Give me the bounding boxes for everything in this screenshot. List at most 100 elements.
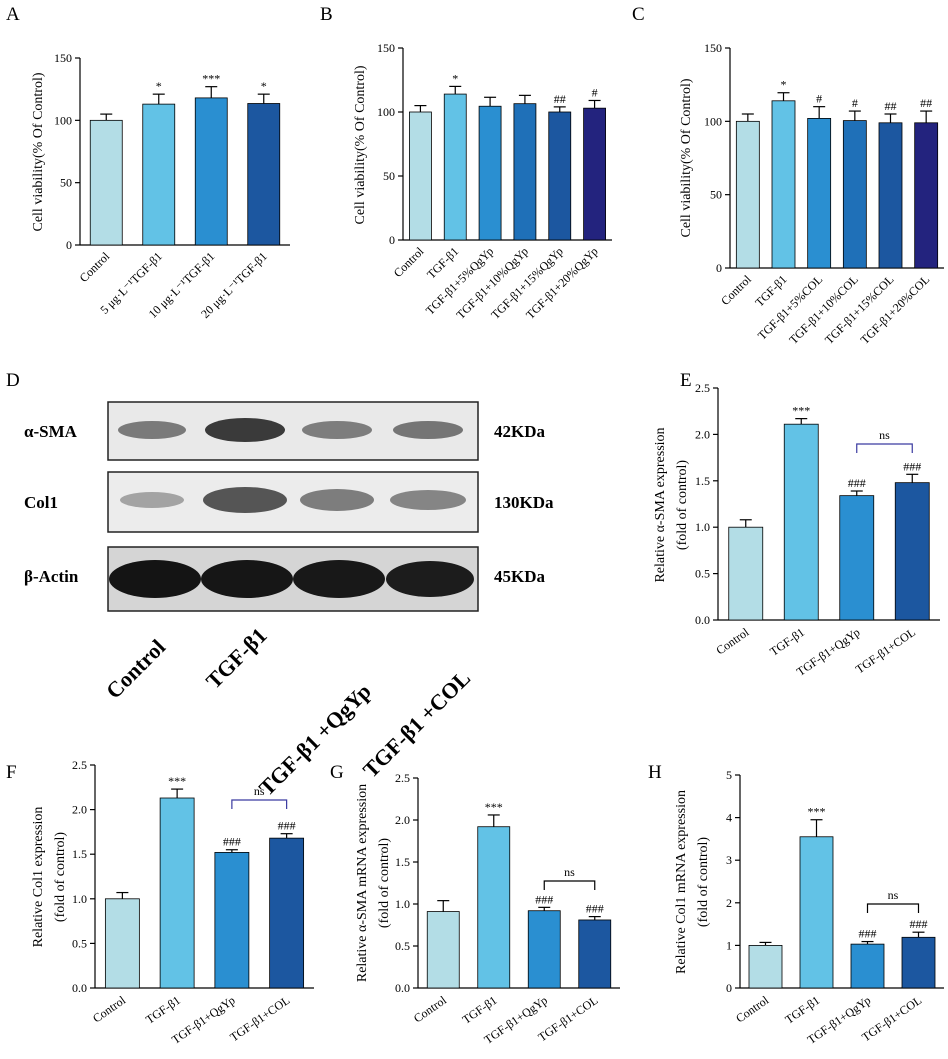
x-tick-label-f-0: Control: [90, 993, 129, 1026]
y-tick-label-f: 2.5: [72, 758, 87, 772]
bar-f-1: [159, 797, 195, 989]
bar-c-3: [842, 120, 867, 269]
y-tick-label-b: 50: [383, 169, 395, 183]
y-axis-label2-e: (fold of control): [675, 460, 690, 551]
y-axis-label-e: Relative α-SMA expression: [653, 427, 668, 582]
y-axis-label-h: Relative Col1 mRNA expression: [674, 790, 689, 974]
y-tick-label-g: 0.0: [395, 981, 410, 995]
sig-label-c-3: #: [852, 96, 858, 110]
x-tick-label-g-0: Control: [411, 993, 450, 1026]
y-axis-label-g: Relative α-SMA mRNA expression: [355, 784, 370, 982]
blot-kda-bactin: 45KDa: [494, 567, 546, 586]
blot-strip-asma: [107, 401, 479, 461]
y-tick-label-h: 0: [726, 981, 732, 995]
x-tick-label-g-1: TGF-β1: [460, 993, 500, 1027]
sig-label-e-3: ###: [903, 459, 921, 473]
y-tick-label-e: 0.0: [695, 613, 710, 627]
x-tick-label-h-1: TGF-β1: [782, 993, 822, 1027]
bar-e-0: [728, 526, 764, 621]
sig-label-c-1: *: [781, 78, 787, 92]
sig-label-c-2: #: [816, 92, 822, 106]
panel-letter-f: F: [6, 762, 17, 783]
y-tick-label-a: 50: [60, 176, 72, 190]
bar-b-1: [443, 93, 467, 241]
sig-label-a-3: *: [261, 79, 267, 93]
chart-panel-h: H Relative Col1 mRNA expression (fold of …: [648, 762, 944, 1047]
chart-panel-b: B Cell viability(% Of Control) 0 50 100 150 C…: [320, 4, 612, 322]
panel-letter-e: E: [680, 370, 692, 391]
sig-label-c-5: ##: [920, 96, 932, 110]
y-tick-label-a: 0: [66, 238, 72, 252]
bar-g-3: [578, 919, 612, 989]
bar-b-4: [548, 111, 572, 241]
sig-label-b-1: *: [452, 71, 458, 85]
ns-label-h: ns: [888, 888, 899, 902]
sig-label-g-1: ***: [485, 800, 503, 814]
blot-kda-asma: 42KDa: [494, 422, 546, 441]
panel-letter-a: A: [6, 4, 20, 25]
y-axis-label2-h: (fold of control): [696, 837, 711, 928]
y-tick-label-c: 100: [704, 114, 722, 128]
bar-b-0: [409, 111, 432, 241]
bar-f-3: [269, 837, 305, 989]
sig-label-a-1: *: [156, 79, 162, 93]
y-tick-label-e: 1.5: [695, 474, 710, 488]
bar-h-0: [748, 945, 783, 989]
blot-group-label-tgf: TGF-β1: [201, 623, 272, 694]
chart-panel-c: C Cell viability(% Of Control) 0 50 100 150 C…: [632, 4, 944, 347]
blot-row-label-asma: α-SMA: [24, 422, 78, 441]
sig-label-c-4: ##: [885, 99, 897, 113]
chart-panel-e: E Relative α-SMA expression (fold of cont…: [653, 370, 940, 679]
bar-b-5: [583, 107, 606, 241]
sig-label-f-3: ###: [278, 819, 296, 833]
sig-label-g-3: ###: [586, 902, 604, 916]
bar-e-1: [783, 423, 819, 621]
bar-a-1: [142, 103, 176, 246]
bar-h-3: [901, 936, 936, 989]
sig-label-a-2: ***: [202, 72, 220, 86]
sig-label-b-4: ##: [554, 92, 566, 106]
y-tick-label-f: 1.5: [72, 847, 87, 861]
y-tick-label-e: 0.5: [695, 567, 710, 581]
bar-f-2: [214, 852, 250, 989]
ns-bracket-f: [231, 799, 288, 809]
y-tick-label-b: 0: [389, 233, 395, 247]
y-tick-label-c: 50: [710, 188, 722, 202]
chart-panel-g: G Relative α-SMA mRNA expression (fold of…: [330, 762, 620, 1047]
bar-c-2: [807, 118, 832, 269]
bar-b-3: [513, 103, 537, 241]
y-tick-label-g: 1.5: [395, 855, 410, 869]
y-tick-label-h: 4: [726, 811, 732, 825]
ns-label-f: ns: [254, 784, 265, 798]
y-axis-label2-g: (fold of control): [377, 838, 392, 929]
y-axis-label2-f: (fold of control): [53, 832, 68, 923]
y-tick-label-f: 2.0: [72, 803, 87, 817]
y-axis-label-a: Cell viability(% Of Control): [31, 72, 46, 231]
x-tick-label-e-1: TGF-β1: [767, 625, 807, 659]
ns-bracket-g: [543, 880, 596, 890]
sig-label-f-2: ###: [223, 835, 241, 849]
bar-h-1: [799, 836, 834, 989]
ns-bracket-h: [866, 903, 920, 913]
bar-g-0: [426, 911, 460, 989]
bar-c-5: [914, 122, 939, 269]
blot-strip-bactin: [107, 546, 479, 612]
sig-label-h-2: ###: [859, 927, 877, 941]
sig-label-f-1: ***: [168, 774, 186, 788]
y-tick-label-h: 1: [726, 938, 732, 952]
bar-f-0: [104, 898, 140, 989]
y-tick-label-a: 150: [54, 51, 72, 65]
blot-row-label-col1: Col1: [24, 493, 58, 512]
bar-g-2: [527, 910, 561, 989]
y-tick-label-c: 0: [716, 261, 722, 275]
ns-bracket-e: [856, 443, 913, 453]
bar-e-3: [894, 482, 930, 621]
y-tick-label-b: 150: [377, 41, 395, 55]
x-tick-label-a-0: Control: [77, 249, 113, 285]
y-tick-label-h: 2: [726, 896, 732, 910]
panel-letter-b: B: [320, 4, 333, 25]
y-tick-label-a: 100: [54, 113, 72, 127]
y-tick-label-e: 2.0: [695, 427, 710, 441]
ns-label-e: ns: [879, 428, 890, 442]
